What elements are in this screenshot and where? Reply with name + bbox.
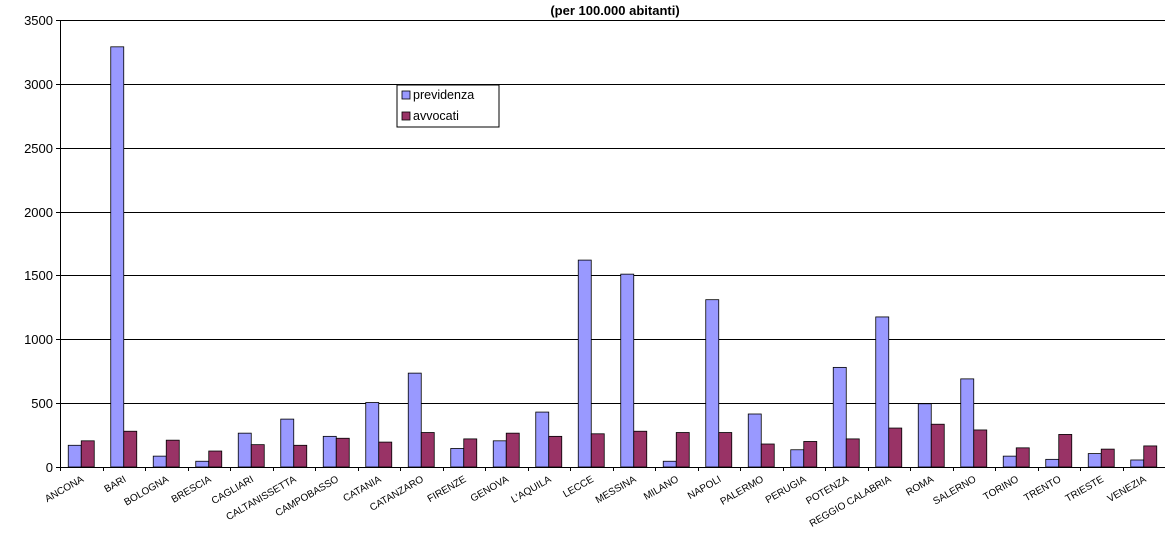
bar-avvocati-24 bbox=[1100, 448, 1115, 468]
y-tick-label: 1500 bbox=[24, 268, 53, 283]
bar-avvocati-23 bbox=[1058, 434, 1073, 468]
bar-avvocati-21 bbox=[973, 429, 988, 468]
legend-label-avvocati: avvocati bbox=[413, 109, 459, 123]
bar-avvocati-19 bbox=[888, 427, 903, 468]
bar-previdenza-2 bbox=[152, 455, 167, 468]
bar-previdenza-21 bbox=[960, 378, 975, 468]
bar-previdenza-5 bbox=[280, 418, 295, 468]
y-tick-label: 2500 bbox=[24, 141, 53, 156]
bar-avvocati-6 bbox=[335, 437, 350, 468]
x-tick-label: BARI bbox=[103, 474, 129, 495]
bar-previdenza-9 bbox=[450, 448, 465, 468]
gridlines bbox=[60, 20, 1165, 404]
x-tick-label: ANCONA bbox=[43, 474, 86, 505]
bar-previdenza-25 bbox=[1130, 459, 1145, 468]
bar-previdenza-14 bbox=[662, 460, 677, 468]
legend-swatch-avvocati bbox=[401, 111, 411, 121]
bar-previdenza-22 bbox=[1002, 455, 1017, 468]
bar-avvocati-15 bbox=[718, 432, 733, 468]
bar-avvocati-2 bbox=[165, 439, 180, 468]
y-tick-label: 0 bbox=[46, 460, 53, 475]
bar-avvocati-1 bbox=[123, 430, 138, 468]
bar-avvocati-25 bbox=[1143, 445, 1158, 468]
x-tick-labels: ANCONA BARIBOLOGNABRESCIACAGLIARICALTANIS… bbox=[43, 467, 1149, 530]
x-tick-label: GENOVA bbox=[469, 474, 511, 505]
bar-previdenza-16 bbox=[747, 413, 762, 468]
bar-previdenza-11 bbox=[535, 411, 550, 468]
bar-avvocati-4 bbox=[250, 444, 265, 468]
bar-previdenza-0 bbox=[67, 444, 82, 468]
legend-swatch-previdenza bbox=[401, 90, 411, 100]
bar-avvocati-20 bbox=[930, 423, 945, 468]
bar-previdenza-8 bbox=[407, 372, 422, 468]
y-tick-label: 3000 bbox=[24, 77, 53, 92]
x-tick-label: BOLOGNA bbox=[122, 474, 171, 508]
bar-previdenza-24 bbox=[1087, 453, 1102, 468]
chart-title: (per 100.000 abitanti) bbox=[550, 3, 679, 18]
bar-avvocati-12 bbox=[590, 433, 605, 468]
bar-previdenza-12 bbox=[577, 259, 592, 468]
bar-avvocati-14 bbox=[675, 432, 690, 468]
bar-previdenza-13 bbox=[620, 273, 635, 468]
y-tick-label: 3500 bbox=[24, 13, 53, 28]
x-tick-label: FIRENZE bbox=[426, 474, 469, 505]
bar-avvocati-3 bbox=[208, 450, 223, 468]
x-tick-label: CALTANISSETTA bbox=[224, 474, 298, 523]
bar-previdenza-15 bbox=[705, 299, 720, 468]
x-tick-label: MILANO bbox=[642, 474, 681, 503]
bar-avvocati-7 bbox=[378, 441, 393, 468]
x-tick-label: PERUGIA bbox=[764, 474, 809, 506]
x-tick-label: ROMA bbox=[904, 474, 936, 499]
axes bbox=[60, 20, 1165, 468]
y-tick-labels: 0 500 1000 1500 2000 2500 3000 3500 bbox=[24, 13, 60, 475]
bar-previdenza-1 bbox=[110, 46, 125, 468]
bar-previdenza-3 bbox=[195, 460, 210, 468]
bar-avvocati-17 bbox=[803, 441, 818, 468]
bar-avvocati-8 bbox=[420, 432, 435, 468]
y-tick-label: 2000 bbox=[24, 205, 53, 220]
bar-previdenza-23 bbox=[1045, 458, 1060, 468]
x-tick-label: TRENTO bbox=[1022, 474, 1063, 504]
x-tick-label: VENEZIA bbox=[1106, 474, 1149, 505]
x-tick-label: SALERNO bbox=[931, 474, 978, 508]
bar-avvocati-5 bbox=[293, 444, 308, 468]
x-tick-label: TRIESTE bbox=[1064, 474, 1106, 505]
x-tick-label: BRESCIA bbox=[170, 474, 214, 506]
bar-avvocati-9 bbox=[463, 438, 478, 468]
x-tick-label: LECCE bbox=[561, 474, 596, 500]
bar-previdenza-19 bbox=[875, 316, 890, 468]
x-tick-label: REGGIO CALABRIA bbox=[808, 474, 894, 530]
bar-avvocati-0 bbox=[80, 440, 95, 468]
x-tick-label: L'AQUILA bbox=[510, 474, 554, 506]
bar-previdenza-17 bbox=[790, 449, 805, 468]
bar-previdenza-18 bbox=[832, 366, 847, 468]
bar-previdenza-7 bbox=[365, 402, 380, 468]
bar-previdenza-6 bbox=[322, 435, 337, 468]
bars bbox=[67, 46, 1158, 468]
bar-previdenza-20 bbox=[917, 403, 932, 468]
x-tick-label: MESSINA bbox=[594, 474, 639, 506]
legend-label-previdenza: previdenza bbox=[413, 88, 474, 102]
x-tick-label: TORINO bbox=[982, 474, 1021, 503]
bar-avvocati-13 bbox=[633, 430, 648, 468]
x-tick-label: PALERMO bbox=[719, 474, 766, 508]
bar-avvocati-18 bbox=[845, 438, 860, 468]
y-tick-label: 500 bbox=[31, 396, 53, 411]
legend-box bbox=[396, 84, 500, 128]
legend: previdenza avvocati bbox=[396, 84, 500, 128]
y-tick-label: 1000 bbox=[24, 332, 53, 347]
bar-avvocati-10 bbox=[505, 432, 520, 468]
bar-avvocati-22 bbox=[1015, 447, 1030, 468]
bar-previdenza-10 bbox=[492, 440, 507, 468]
bar-avvocati-11 bbox=[548, 435, 563, 468]
bar-previdenza-4 bbox=[237, 432, 252, 468]
bar-avvocati-16 bbox=[760, 443, 775, 468]
